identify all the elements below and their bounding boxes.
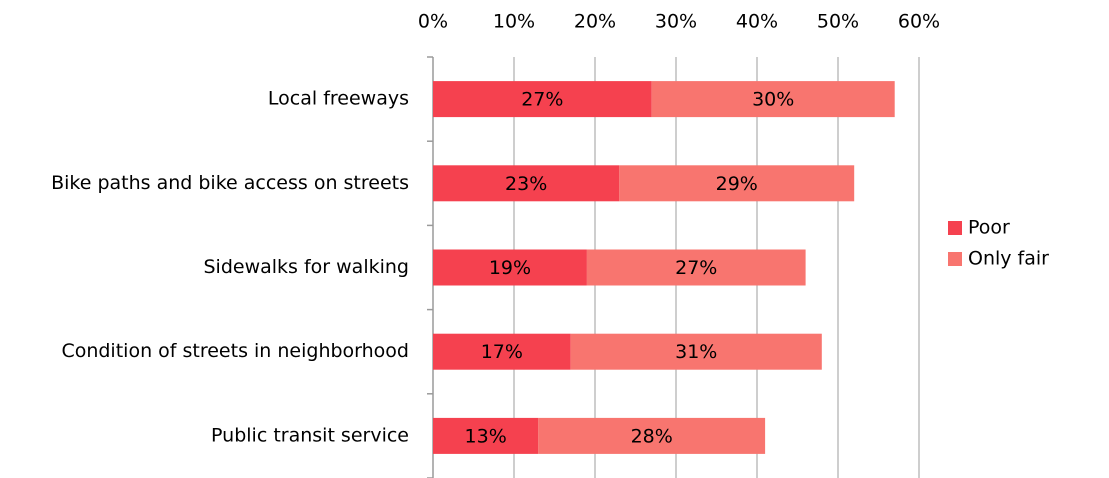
y-tick-label: Bike paths and bike access on streets xyxy=(51,172,409,194)
bar xyxy=(433,249,587,286)
bar-label: 30% xyxy=(752,89,794,111)
y-tick-label: Local freeways xyxy=(268,88,409,110)
x-tick-label: 10% xyxy=(493,11,535,33)
x-tick-label: 0% xyxy=(418,11,448,33)
bar-label: 17% xyxy=(481,341,523,363)
bar-label: 28% xyxy=(631,425,673,447)
bar-label: 31% xyxy=(675,341,717,363)
bar xyxy=(433,417,539,454)
x-tick-label: 40% xyxy=(736,11,778,33)
x-tick-label: 60% xyxy=(898,11,940,33)
bar xyxy=(433,165,620,202)
legend-label: Poor xyxy=(968,217,1010,239)
bar xyxy=(586,249,806,286)
legend-swatch xyxy=(948,252,962,266)
bar xyxy=(433,81,652,118)
x-tick-label: 20% xyxy=(574,11,616,33)
x-tick-label: 50% xyxy=(817,11,859,33)
bar-label: 27% xyxy=(675,257,717,279)
legend-swatch xyxy=(948,221,962,235)
y-tick-label: Condition of streets in neighborhood xyxy=(61,340,409,362)
bar xyxy=(619,165,855,202)
bar-label: 19% xyxy=(489,257,531,279)
legend-label: Only fair xyxy=(968,248,1049,270)
bar xyxy=(433,333,571,370)
y-tick-label: Public transit service xyxy=(211,424,409,446)
x-tick-label: 30% xyxy=(655,11,697,33)
bar-label: 27% xyxy=(521,89,563,111)
bar xyxy=(570,333,822,370)
y-tick-label: Sidewalks for walking xyxy=(203,256,409,278)
bar-label: 23% xyxy=(505,173,547,195)
bar-label: 13% xyxy=(465,425,507,447)
bar xyxy=(538,417,766,454)
bar xyxy=(651,81,895,118)
bar-label: 29% xyxy=(716,173,758,195)
